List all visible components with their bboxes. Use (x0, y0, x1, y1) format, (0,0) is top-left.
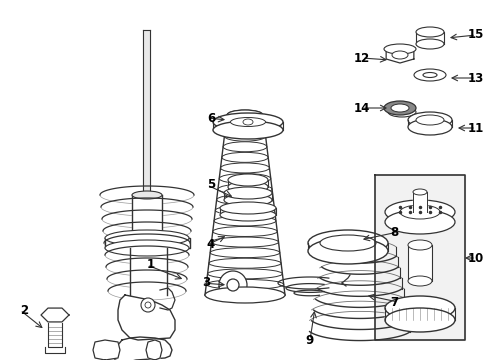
Ellipse shape (212, 226, 277, 237)
Ellipse shape (224, 187, 271, 199)
Ellipse shape (387, 107, 415, 117)
Ellipse shape (227, 174, 267, 186)
Polygon shape (41, 308, 69, 322)
Ellipse shape (105, 230, 189, 246)
Ellipse shape (243, 119, 252, 125)
Ellipse shape (226, 110, 263, 120)
Text: 10: 10 (467, 252, 483, 265)
Ellipse shape (384, 210, 454, 234)
Ellipse shape (391, 51, 407, 59)
Ellipse shape (407, 240, 431, 250)
Ellipse shape (219, 271, 246, 299)
Text: 15: 15 (467, 28, 484, 41)
Ellipse shape (407, 276, 431, 286)
Polygon shape (113, 337, 172, 360)
Text: 8: 8 (389, 225, 397, 238)
Ellipse shape (132, 191, 162, 199)
Ellipse shape (219, 174, 270, 184)
Ellipse shape (226, 110, 263, 120)
Ellipse shape (216, 195, 273, 205)
Ellipse shape (213, 113, 283, 131)
Text: 6: 6 (206, 112, 215, 125)
Ellipse shape (145, 302, 151, 308)
Ellipse shape (206, 279, 283, 289)
Ellipse shape (227, 181, 267, 193)
Ellipse shape (415, 115, 443, 125)
Ellipse shape (383, 101, 415, 115)
Text: 14: 14 (353, 102, 369, 114)
Ellipse shape (207, 269, 282, 279)
Ellipse shape (223, 142, 266, 152)
Text: 4: 4 (206, 238, 215, 252)
Polygon shape (93, 340, 120, 360)
Text: 9: 9 (305, 333, 313, 346)
Ellipse shape (222, 152, 267, 162)
Ellipse shape (226, 279, 239, 291)
Ellipse shape (105, 240, 189, 256)
Text: 11: 11 (467, 122, 483, 135)
Polygon shape (118, 295, 175, 340)
Ellipse shape (407, 119, 451, 135)
Text: 2: 2 (20, 303, 28, 316)
Polygon shape (146, 340, 162, 360)
Text: 5: 5 (206, 179, 215, 192)
Ellipse shape (215, 205, 274, 215)
Text: 12: 12 (353, 51, 369, 64)
Ellipse shape (132, 236, 162, 244)
Ellipse shape (383, 44, 415, 54)
Ellipse shape (213, 121, 283, 139)
Ellipse shape (204, 290, 285, 300)
Ellipse shape (224, 194, 271, 206)
Ellipse shape (415, 27, 443, 37)
Ellipse shape (422, 72, 436, 77)
Ellipse shape (220, 209, 275, 221)
Ellipse shape (384, 200, 454, 224)
Ellipse shape (412, 189, 426, 195)
Ellipse shape (141, 298, 155, 312)
Ellipse shape (415, 39, 443, 49)
Ellipse shape (319, 235, 375, 251)
Text: 13: 13 (467, 72, 483, 85)
Ellipse shape (407, 112, 451, 128)
Ellipse shape (218, 184, 271, 194)
Ellipse shape (307, 230, 387, 256)
Text: 3: 3 (202, 276, 209, 289)
Ellipse shape (214, 216, 275, 226)
Ellipse shape (220, 163, 269, 173)
Ellipse shape (307, 238, 387, 264)
Ellipse shape (399, 205, 439, 219)
Ellipse shape (384, 296, 454, 320)
Ellipse shape (208, 258, 281, 268)
Ellipse shape (390, 104, 408, 112)
Ellipse shape (224, 131, 265, 141)
Text: 7: 7 (389, 296, 397, 309)
Ellipse shape (413, 69, 445, 81)
Ellipse shape (211, 237, 278, 247)
Polygon shape (386, 47, 413, 63)
Ellipse shape (220, 202, 275, 214)
Text: 1: 1 (146, 258, 155, 271)
Ellipse shape (230, 117, 265, 126)
Ellipse shape (210, 248, 279, 258)
Ellipse shape (204, 287, 285, 303)
Ellipse shape (225, 121, 264, 131)
Polygon shape (374, 175, 464, 340)
Ellipse shape (384, 308, 454, 332)
